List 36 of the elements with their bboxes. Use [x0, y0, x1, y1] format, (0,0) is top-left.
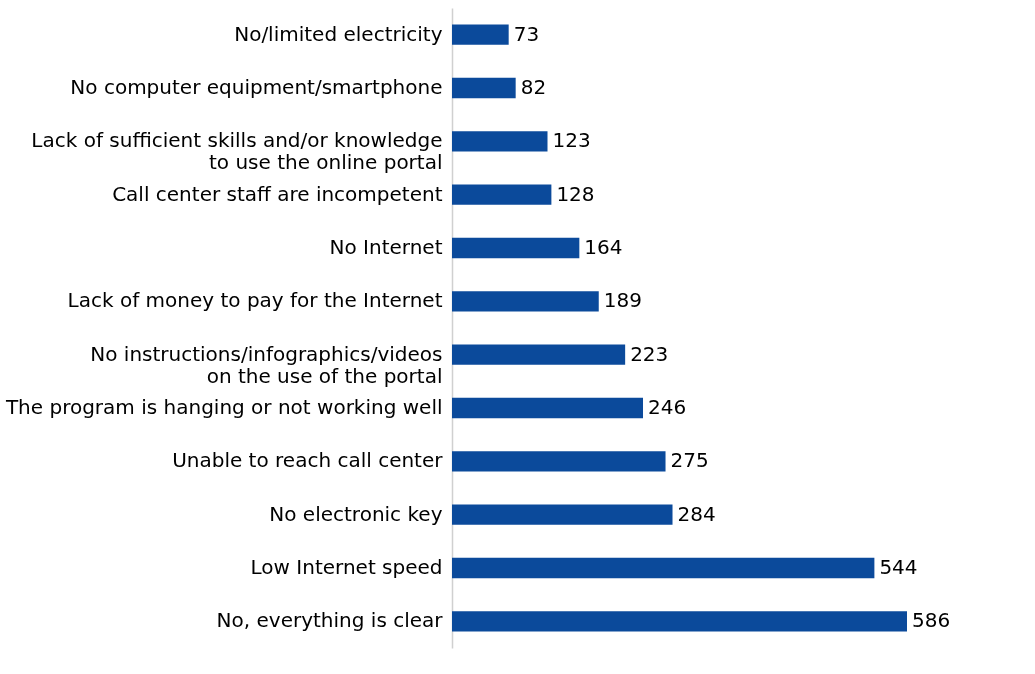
bar: [452, 557, 875, 579]
y-tick-label: Call center staff are incompetent: [112, 181, 443, 206]
bar: [452, 611, 907, 632]
data-label: 246: [648, 395, 687, 419]
data-label: 189: [603, 288, 642, 313]
y-tick-label: No Internet: [329, 235, 443, 259]
bar: [452, 451, 666, 472]
data-label: 128: [556, 181, 595, 206]
data-label: 223: [630, 341, 669, 366]
bar: [452, 344, 626, 365]
y-tick-label: No electronic key: [269, 501, 443, 526]
y-tick-label: No, everything is clear: [216, 608, 444, 633]
data-label: 82: [520, 75, 547, 99]
data-label: 275: [670, 448, 709, 473]
data-label: 544: [879, 555, 918, 579]
y-tick-label: Unable to reach call center: [172, 448, 444, 473]
data-label: 123: [552, 128, 591, 153]
bar: [452, 77, 516, 99]
y-tick-label: No instructions/infographics/videos on the use of the portal: [90, 341, 443, 388]
bar: [452, 237, 580, 259]
bar: [452, 504, 673, 525]
y-tick-label: Low Internet speed: [250, 555, 443, 579]
y-tick-label: Lack of money to pay for the Internet: [67, 288, 443, 313]
data-label: 73: [513, 21, 540, 46]
data-label: 586: [912, 608, 951, 633]
data-label: 164: [584, 235, 623, 259]
bar: [452, 131, 548, 152]
bar: [452, 291, 599, 312]
bar: [452, 184, 552, 205]
y-tick-label: The program is hanging or not working well: [4, 395, 443, 419]
y-tick-label: Lack of sufficient skills and/or knowledge to use the online portal: [31, 128, 443, 175]
bar: [452, 24, 509, 45]
y-tick-label: No computer equipment/smartphone: [70, 75, 443, 99]
bar: [452, 397, 644, 419]
y-tick-label: No/limited electricity: [234, 21, 443, 46]
data-label: 284: [677, 501, 716, 526]
